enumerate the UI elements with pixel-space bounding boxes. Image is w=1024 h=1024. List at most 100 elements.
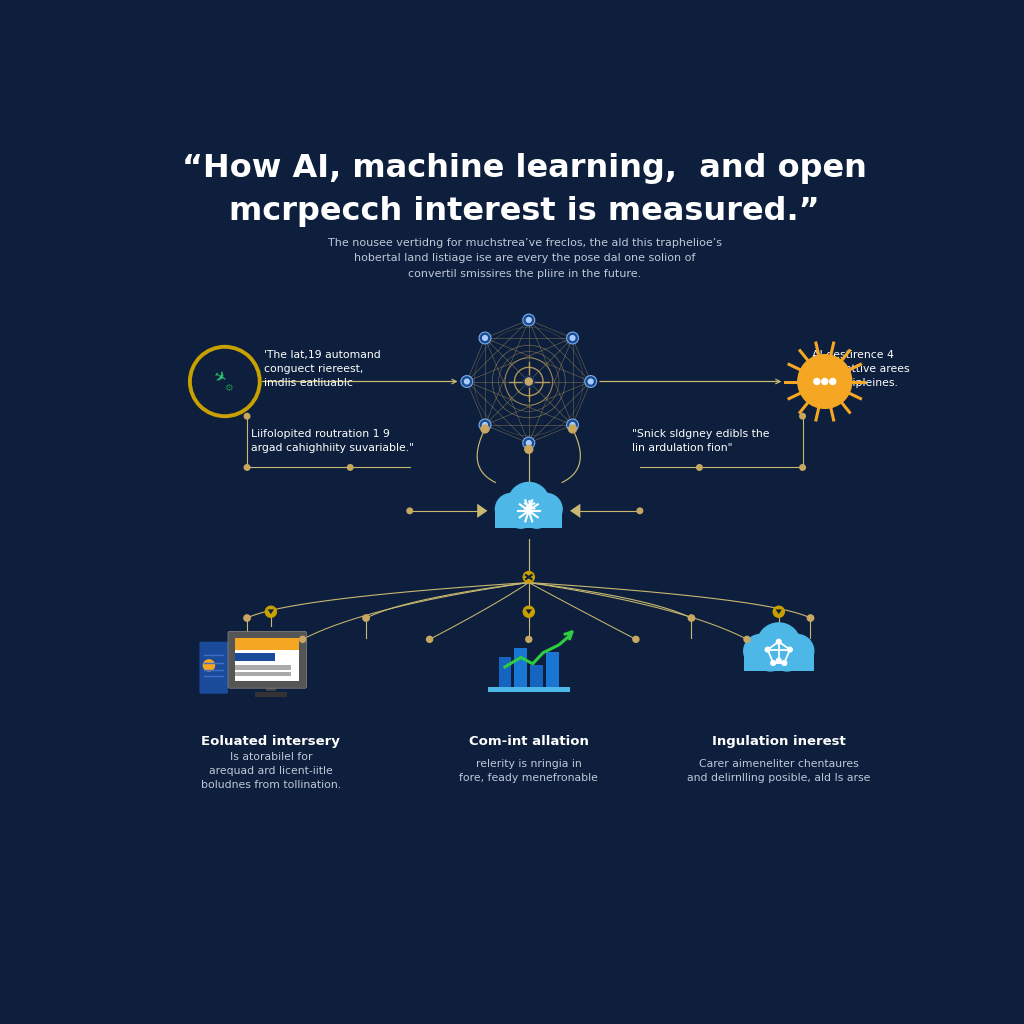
Circle shape: [523, 437, 535, 449]
Circle shape: [780, 635, 814, 668]
Polygon shape: [267, 609, 274, 614]
Text: Liifolopited routration 1 9
argad cahighhiity suvariable.": Liifolopited routration 1 9 argad cahigh…: [251, 429, 414, 454]
Text: ✈: ✈: [209, 368, 227, 387]
Text: relerity is nringia in
fore, feady menefronable: relerity is nringia in fore, feady menef…: [460, 759, 598, 783]
Circle shape: [427, 636, 432, 642]
Circle shape: [523, 376, 535, 387]
Text: Ingulation inerest: Ingulation inerest: [712, 735, 846, 749]
Circle shape: [776, 639, 781, 644]
Bar: [236, 638, 299, 681]
Text: Eoluated intersery: Eoluated intersery: [202, 735, 340, 749]
Circle shape: [637, 508, 643, 514]
Text: Is atorabilel for
arequad ard licent-iitle
boludnes from tollination.: Is atorabilel for arequad ard licent-iit…: [201, 752, 341, 790]
Circle shape: [757, 623, 801, 666]
Text: 'The lat,19 automand
conguect riereest,
imdlis eatliuablc: 'The lat,19 automand conguect riereest, …: [264, 350, 381, 388]
Bar: [266, 684, 275, 690]
FancyBboxPatch shape: [200, 642, 228, 693]
Circle shape: [196, 352, 254, 411]
Text: The nousee vertidng for muchstrea’ve freclos, the ald this traphelioe’s
hobertal: The nousee vertidng for muchstrea’ve fre…: [328, 238, 722, 280]
Bar: [236, 638, 299, 649]
Bar: [499, 657, 511, 687]
Circle shape: [585, 376, 597, 387]
Circle shape: [482, 423, 487, 427]
Circle shape: [523, 502, 550, 528]
Circle shape: [526, 440, 531, 445]
Bar: [530, 666, 543, 687]
Circle shape: [765, 647, 770, 652]
Circle shape: [525, 445, 532, 454]
Text: “How AI, machine learning,  and open: “How AI, machine learning, and open: [182, 154, 867, 184]
Circle shape: [800, 414, 805, 419]
Circle shape: [633, 636, 639, 642]
Circle shape: [773, 643, 801, 671]
Circle shape: [523, 571, 535, 583]
Circle shape: [570, 423, 574, 427]
Circle shape: [568, 425, 577, 433]
Circle shape: [245, 414, 250, 419]
Bar: [236, 672, 291, 677]
Circle shape: [461, 376, 473, 387]
Circle shape: [508, 482, 550, 523]
Bar: [236, 666, 291, 670]
Circle shape: [798, 354, 852, 409]
Circle shape: [482, 336, 487, 340]
Bar: [496, 511, 562, 528]
Circle shape: [771, 660, 775, 666]
Text: Carer aimeneliter chentaures
and delirnlling posible, ald Is arse: Carer aimeneliter chentaures and delirnl…: [687, 759, 870, 783]
Bar: [487, 687, 570, 692]
Text: AI gestirence 4
touormttive arees
foe conipleines.: AI gestirence 4 touormttive arees foe co…: [812, 350, 909, 388]
Text: Com-int allation: Com-int allation: [469, 735, 589, 749]
FancyBboxPatch shape: [228, 632, 306, 688]
Circle shape: [479, 332, 490, 344]
Circle shape: [757, 643, 784, 671]
Polygon shape: [477, 504, 487, 518]
Circle shape: [244, 614, 250, 622]
Polygon shape: [525, 609, 531, 614]
Bar: [743, 652, 814, 671]
Text: mcrpecch interest is measured.”: mcrpecch interest is measured.”: [229, 197, 820, 227]
Circle shape: [773, 606, 784, 617]
Circle shape: [245, 465, 250, 470]
Circle shape: [523, 314, 535, 326]
Circle shape: [525, 378, 532, 385]
Circle shape: [407, 508, 413, 514]
Text: "Snick sldgney edibls the
lin ardulation fion": "Snick sldgney edibls the lin ardulation…: [632, 429, 769, 454]
Circle shape: [814, 379, 820, 384]
Circle shape: [782, 660, 786, 666]
Circle shape: [347, 465, 353, 470]
Text: ⚙: ⚙: [224, 383, 233, 393]
Bar: [546, 652, 559, 687]
Circle shape: [507, 502, 535, 528]
Circle shape: [465, 379, 469, 384]
Circle shape: [496, 494, 527, 525]
Text: *: *: [522, 499, 536, 523]
Circle shape: [696, 465, 702, 470]
Circle shape: [743, 635, 777, 668]
Circle shape: [525, 636, 531, 642]
Circle shape: [776, 658, 781, 663]
Circle shape: [800, 465, 805, 470]
Circle shape: [566, 419, 579, 431]
Circle shape: [362, 614, 370, 622]
Circle shape: [526, 317, 531, 323]
Bar: [236, 652, 274, 660]
Circle shape: [481, 425, 489, 433]
Circle shape: [570, 336, 574, 340]
Circle shape: [300, 636, 305, 642]
Circle shape: [204, 659, 214, 671]
Circle shape: [479, 419, 490, 431]
Circle shape: [566, 332, 579, 344]
Circle shape: [787, 647, 793, 652]
Circle shape: [807, 614, 814, 622]
Circle shape: [530, 494, 562, 525]
Polygon shape: [570, 504, 581, 518]
Circle shape: [829, 379, 836, 384]
Circle shape: [589, 379, 593, 384]
Bar: [514, 648, 527, 687]
Circle shape: [265, 606, 276, 617]
Bar: [255, 692, 287, 697]
Circle shape: [688, 614, 694, 622]
Circle shape: [822, 379, 827, 384]
Circle shape: [523, 606, 535, 617]
Polygon shape: [775, 609, 782, 614]
